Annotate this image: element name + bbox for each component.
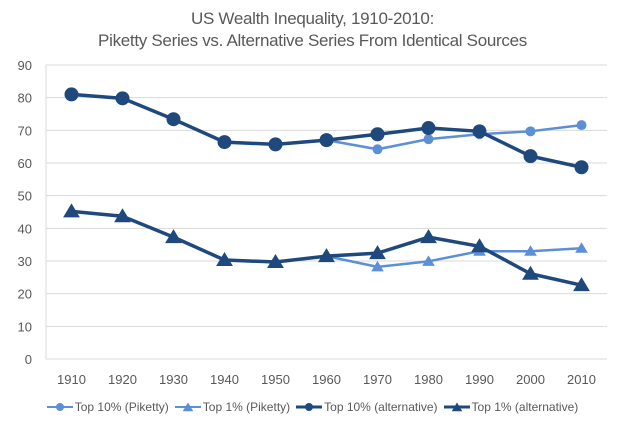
x-tick-label: 1930	[159, 372, 188, 387]
x-tick-label: 2000	[516, 372, 545, 387]
data-point	[573, 277, 590, 292]
data-point	[268, 137, 283, 152]
legend-item: Top 1% (alternative)	[443, 400, 579, 414]
y-tick-label: 90	[18, 58, 32, 73]
series-markers	[63, 87, 590, 292]
data-point	[471, 238, 488, 253]
data-point	[371, 260, 384, 272]
data-point	[576, 120, 587, 131]
series-line-0	[326, 123, 582, 151]
triangle-marker-icon	[443, 402, 470, 412]
legend-label: Top 10% (alternative)	[324, 400, 438, 414]
data-point	[420, 229, 437, 244]
x-tick-label: 1990	[465, 372, 494, 387]
circle-marker-icon	[296, 403, 323, 411]
chart-title: US Wealth Inequality, 1910-2010: Piketty…	[0, 8, 625, 52]
x-tick-label: 1940	[210, 372, 239, 387]
data-point	[165, 229, 182, 244]
chart-subtitle: Piketty Series vs. Alternative Series Fr…	[98, 31, 527, 50]
x-tick-label: 1950	[261, 372, 290, 387]
legend-item: Top 10% (Piketty)	[46, 400, 169, 414]
legend-label: Top 10% (Piketty)	[74, 400, 169, 414]
y-tick-label: 30	[18, 254, 32, 269]
y-axis-ticks: 0 10 20 30 40 50 60 70 80 90	[18, 58, 32, 367]
x-tick-label: 2010	[567, 372, 596, 387]
legend-item: Top 1% (Piketty)	[174, 400, 291, 414]
data-point	[318, 248, 335, 263]
data-point	[267, 253, 284, 268]
y-tick-label: 10	[18, 319, 32, 334]
data-point	[370, 127, 385, 142]
line-chart: 0 10 20 30 40 50 60 70 80 90 1910 1920 1930 1940 1950…	[18, 58, 607, 387]
data-point	[372, 144, 383, 155]
data-point	[472, 124, 487, 139]
data-point	[217, 135, 232, 150]
x-tick-label: 1960	[312, 372, 341, 387]
y-tick-label: 60	[18, 156, 32, 171]
y-tick-label: 80	[18, 91, 32, 106]
data-point	[522, 265, 539, 280]
data-point	[115, 91, 130, 106]
circle-marker-icon	[46, 403, 73, 411]
data-point	[166, 112, 181, 127]
data-point	[64, 87, 79, 102]
legend: Top 10% (Piketty) Top 1% (Piketty) Top 10%…	[0, 400, 625, 414]
data-point	[216, 252, 233, 267]
y-tick-label: 20	[18, 287, 32, 302]
data-point	[319, 133, 334, 148]
x-tick-label: 1970	[363, 372, 392, 387]
x-axis-ticks: 1910 1920 1930 1940 1950 1960 1970 1980 1990 2000…	[57, 372, 596, 387]
data-point	[574, 160, 589, 175]
y-tick-label: 0	[25, 352, 32, 367]
x-tick-label: 1980	[414, 372, 443, 387]
x-tick-label: 1920	[108, 372, 137, 387]
legend-label: Top 1% (alternative)	[471, 400, 579, 414]
data-point	[369, 245, 386, 260]
legend-label: Top 1% (Piketty)	[202, 400, 291, 414]
triangle-marker-icon	[174, 402, 201, 412]
gridlines	[45, 64, 607, 360]
chart-title-line1: US Wealth Inequality, 1910-2010:	[190, 9, 435, 28]
data-point	[63, 203, 80, 218]
y-tick-label: 50	[18, 189, 32, 204]
legend-item: Top 10% (alternative)	[296, 400, 438, 414]
data-point	[575, 242, 588, 253]
y-tick-label: 40	[18, 221, 32, 236]
data-point	[525, 126, 536, 137]
data-point	[421, 121, 436, 136]
data-point	[423, 134, 434, 145]
data-point	[523, 149, 538, 164]
data-point	[114, 208, 131, 223]
y-tick-label: 70	[18, 123, 32, 138]
data-point	[524, 245, 537, 256]
x-tick-label: 1910	[57, 372, 86, 387]
series-line-1	[326, 247, 582, 269]
data-point	[422, 255, 435, 266]
